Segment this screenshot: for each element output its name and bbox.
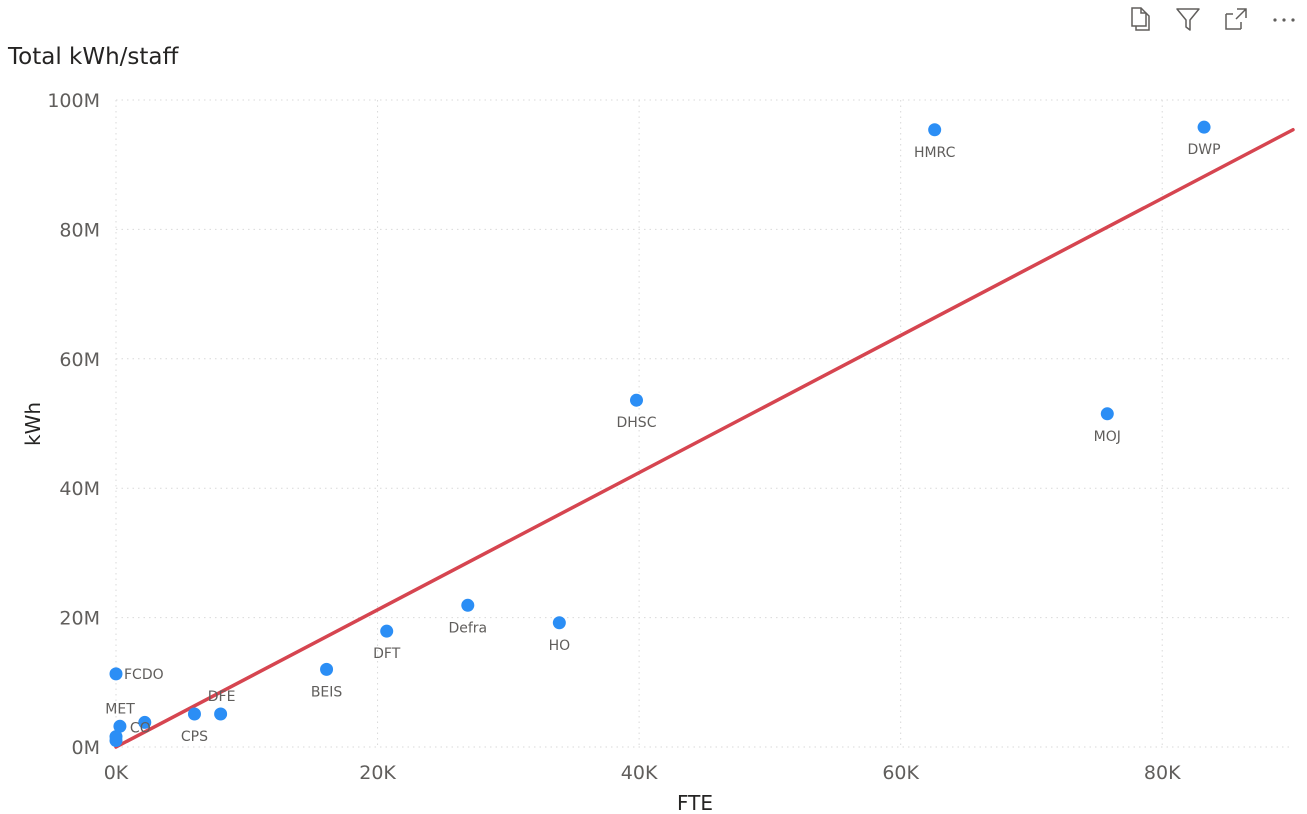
data-point <box>461 598 475 612</box>
data-point <box>109 667 123 681</box>
copy-button[interactable] <box>1123 2 1157 36</box>
data-point-label: CO <box>130 720 151 736</box>
data-point-label: BEIS <box>311 684 343 700</box>
data-point <box>380 624 394 638</box>
trend-line <box>114 128 1295 749</box>
visual-header-toolbar <box>1123 2 1301 36</box>
data-point-label: DFT <box>373 646 401 662</box>
x-tick-label: 60K <box>882 762 919 784</box>
data-point <box>1197 120 1211 134</box>
data-point-label: FCDO <box>124 667 164 683</box>
x-tick-label: 0K <box>104 762 129 784</box>
copy-icon <box>1131 7 1150 31</box>
x-tick-label: 40K <box>621 762 658 784</box>
focus-mode-icon <box>1225 8 1247 30</box>
y-tick-label: 60M <box>59 349 100 371</box>
data-point <box>138 715 152 729</box>
data-point <box>1100 407 1114 421</box>
data-point-label: Defra <box>448 620 487 636</box>
data-point <box>629 393 643 407</box>
data-point <box>214 707 228 721</box>
gridlines <box>115 99 1293 748</box>
chart-title: Total kWh/staff <box>8 44 179 70</box>
x-axis-title: FTE <box>677 791 713 814</box>
data-point-label: CPS <box>181 729 208 745</box>
point-labels: DWP HMRC MOJ DHSC Defra HO DFT BEIS FCDO DFE CPS ME… <box>105 142 1220 745</box>
data-point <box>113 719 127 733</box>
data-point-label: DWP <box>1188 142 1221 158</box>
data-point <box>187 707 201 721</box>
x-axis-ticks: 0K 20K 40K 60K 80K <box>104 762 1181 784</box>
y-tick-label: 100M <box>47 90 100 112</box>
data-point-label: HMRC <box>914 145 956 161</box>
y-tick-label: 20M <box>59 608 100 630</box>
data-point-label: HO <box>549 638 571 654</box>
trend-line-group <box>114 128 1295 749</box>
data-point-label: MET <box>105 701 135 717</box>
more-options-icon <box>1273 18 1295 22</box>
data-point <box>320 662 334 676</box>
filter-button[interactable] <box>1171 2 1205 36</box>
data-point-label: DHSC <box>617 415 657 431</box>
data-point-label: DFE <box>208 689 236 705</box>
filter-icon <box>1176 8 1200 31</box>
y-axis-ticks: 0M 20M 40M 60M 80M 100M <box>47 90 100 759</box>
x-tick-label: 20K <box>359 762 396 784</box>
data-point <box>109 734 123 748</box>
x-tick-label: 80K <box>1144 762 1181 784</box>
data-point <box>552 616 566 630</box>
y-axis-title: kWh <box>21 402 45 446</box>
y-tick-label: 80M <box>59 219 100 241</box>
focus-mode-button[interactable] <box>1219 2 1253 36</box>
data-point-label: MOJ <box>1094 429 1121 445</box>
data-point <box>928 123 942 137</box>
more-options-button[interactable] <box>1267 2 1301 36</box>
y-tick-label: 40M <box>59 478 100 500</box>
data-points <box>109 120 1211 748</box>
y-tick-label: 0M <box>72 737 100 759</box>
